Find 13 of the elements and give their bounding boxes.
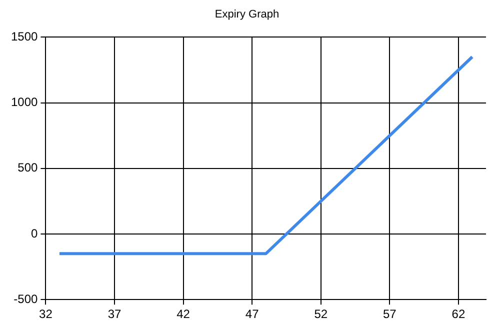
y-tick-label: 1000 bbox=[10, 95, 38, 110]
y-tick-label: 500 bbox=[18, 160, 38, 175]
y-tick-label: 1500 bbox=[10, 30, 38, 44]
x-tick-label: 42 bbox=[176, 307, 190, 322]
x-tick-label: 32 bbox=[39, 307, 53, 322]
chart-title: Expiry Graph bbox=[214, 8, 280, 21]
x-tick-label: 57 bbox=[383, 307, 397, 322]
x-tick-label: 47 bbox=[245, 307, 260, 322]
x-tick-label: 52 bbox=[314, 307, 328, 322]
x-tick-label: 62 bbox=[452, 307, 466, 322]
x-tick-label: 37 bbox=[108, 307, 122, 322]
y-tick-label: -500 bbox=[14, 292, 38, 306]
y-tick-label: 0 bbox=[31, 226, 38, 240]
